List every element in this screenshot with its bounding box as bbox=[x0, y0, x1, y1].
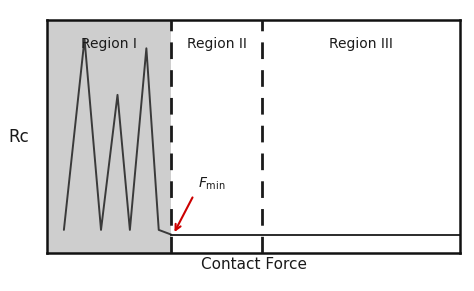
Bar bbox=[47, 20, 171, 253]
Text: Region I: Region I bbox=[82, 37, 137, 51]
Text: Region II: Region II bbox=[187, 37, 246, 51]
X-axis label: Contact Force: Contact Force bbox=[201, 257, 307, 272]
Text: Region III: Region III bbox=[329, 37, 393, 51]
Y-axis label: Rc: Rc bbox=[8, 128, 29, 146]
Text: $\mathit{F}_\mathrm{min}$: $\mathit{F}_\mathrm{min}$ bbox=[198, 175, 226, 191]
